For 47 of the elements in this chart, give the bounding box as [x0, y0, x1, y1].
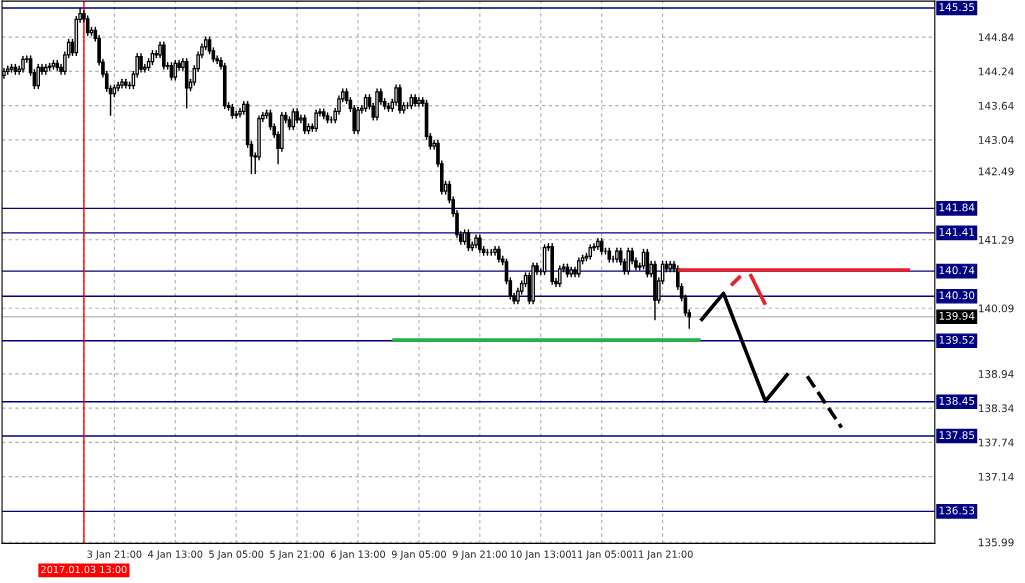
- ref-line-label: 140.74: [939, 266, 975, 275]
- ref-line-label: 145.35: [939, 3, 975, 12]
- y-tick-label: 143.64: [979, 101, 1014, 110]
- y-tick-label: 140.09: [979, 304, 1014, 313]
- candlestick: [139, 52, 143, 73]
- y-tick-label: 138.94: [979, 370, 1014, 378]
- y-tick-label: 141.29: [979, 235, 1014, 244]
- y-tick-label: 137.14: [979, 472, 1014, 481]
- candlestick: [162, 41, 166, 70]
- candlestick: [557, 265, 562, 288]
- x-tick-label: 5 Jan 21:00: [270, 550, 325, 560]
- candlestick: [493, 245, 497, 256]
- x-tick-label: 4 Jan 13:00: [148, 550, 203, 560]
- x-tick-label: 9 Jan 05:00: [391, 550, 446, 560]
- candlestick: [398, 84, 402, 114]
- x-tick-label: 9 Jan 21:00: [452, 550, 507, 560]
- ref-line-label: 139.94: [939, 311, 975, 320]
- y-tick-label: 142.49: [979, 167, 1014, 176]
- ref-line-label: 136.53: [939, 506, 975, 515]
- candlestick: [36, 63, 41, 90]
- x-tick-label: 5 Jan 05:00: [209, 550, 264, 560]
- x-tick-label: 2017.01.03 13:00: [41, 565, 127, 574]
- y-tick-label: 135.99: [979, 538, 1014, 547]
- ref-line-label: 141.41: [939, 228, 975, 236]
- candlestick: [356, 106, 360, 135]
- x-tick-label: 11 Jan 05:00: [571, 550, 632, 560]
- x-tick-label: 11 Jan 21:00: [632, 550, 693, 560]
- ref-line-label: 137.85: [939, 431, 975, 440]
- candlestick: [302, 114, 307, 135]
- ref-line-label: 141.84: [939, 203, 975, 212]
- x-tick-label: 3 Jan 21:00: [87, 550, 142, 560]
- x-tick-label: 6 Jan 13:00: [331, 550, 386, 560]
- candlestick: [417, 96, 421, 107]
- y-tick-label: 143.04: [979, 136, 1014, 144]
- y-tick-label: 144.84: [979, 33, 1014, 42]
- ref-line-label: 139.52: [939, 335, 974, 344]
- candlestick: [173, 59, 178, 81]
- candlestick: [577, 257, 581, 278]
- ref-line-label: 138.45: [939, 396, 975, 405]
- line-series: [698, 291, 791, 404]
- y-tick-label: 137.74: [979, 438, 1014, 447]
- y-tick-label: 138.34: [979, 404, 1014, 413]
- candlestick: [314, 109, 318, 132]
- x-tick-label: 10 Jan 13:00: [511, 550, 571, 560]
- y-tick-label: 144.24: [979, 67, 1014, 76]
- candlestick: [234, 110, 238, 119]
- ref-line-label: 140.30: [939, 291, 975, 300]
